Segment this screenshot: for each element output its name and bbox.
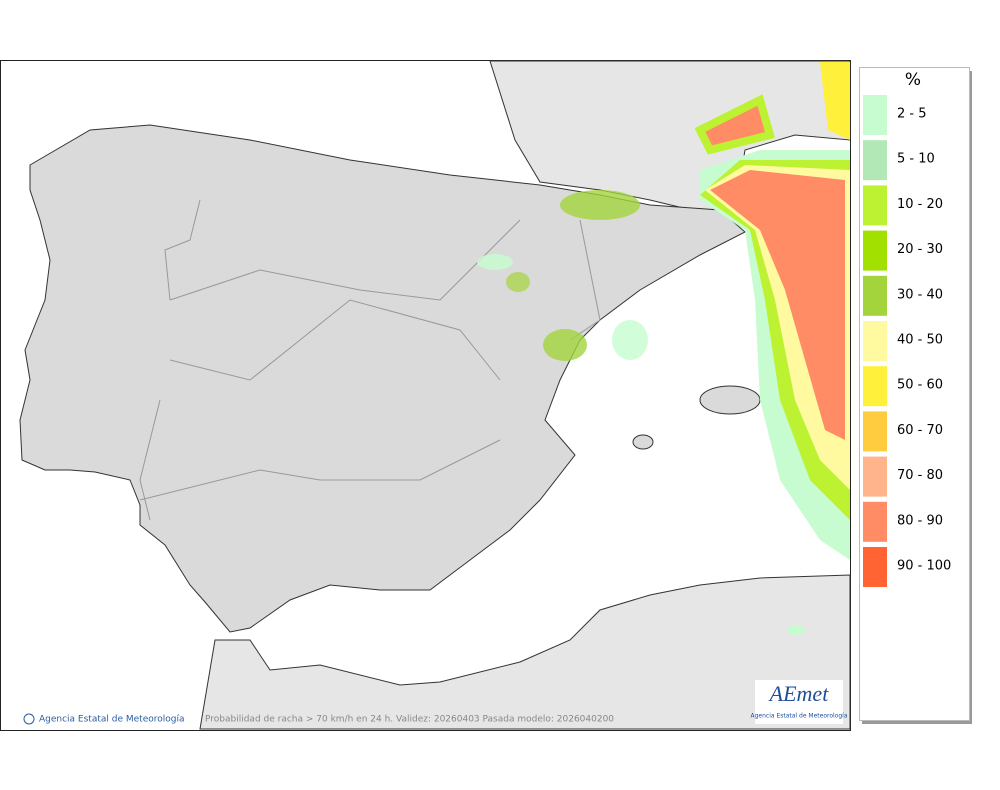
area-iberico-low — [477, 254, 513, 270]
credit: Agencia Estatal de Meteorología — [39, 715, 185, 725]
legend-label: 40 - 50 — [897, 333, 943, 348]
border — [139, 439, 501, 501]
legend-label: 20 - 30 — [897, 242, 943, 257]
border — [139, 399, 161, 521]
legend-swatch — [863, 501, 887, 542]
area-iberico — [506, 272, 530, 292]
probability-overlay — [477, 62, 850, 635]
mallorca — [699, 385, 761, 415]
region-borders — [139, 199, 601, 521]
border — [164, 199, 201, 301]
legend-title: % — [905, 70, 921, 90]
area-80-90 — [710, 170, 845, 440]
legend-swatch — [863, 95, 887, 135]
legend-swatch — [863, 275, 887, 316]
area-northeast — [820, 62, 850, 140]
legend-label: 50 - 60 — [897, 378, 943, 393]
logo: AEmet Agencia Estatal de Meteorología — [751, 680, 848, 724]
legend-swatch — [863, 547, 887, 587]
legend-swatch — [863, 140, 887, 181]
caption: Probabilidad de racha > 70 km/h en 24 h.… — [205, 715, 614, 725]
legend-label: 90 - 100 — [897, 559, 951, 574]
legend-label: 30 - 40 — [897, 287, 943, 302]
logo-name: AEmet — [768, 681, 830, 706]
logo-box — [755, 680, 843, 724]
legend-swatch — [863, 185, 887, 226]
legend-label: 2 - 5 — [897, 107, 927, 122]
legend-swatch — [863, 230, 887, 271]
area-castellon — [543, 329, 587, 361]
legend-swatch — [863, 321, 887, 361]
area-sea-low — [612, 320, 648, 360]
area-north — [694, 94, 775, 155]
area-south — [787, 625, 805, 635]
border — [169, 299, 501, 381]
legend-label: 60 - 70 — [897, 423, 943, 438]
border — [169, 219, 521, 301]
legend-label: 5 - 10 — [897, 152, 935, 167]
africa — [199, 574, 851, 730]
legend-swatch — [863, 456, 887, 497]
area-pyrenees — [560, 190, 640, 220]
legend-swatch — [863, 411, 887, 452]
copyright-icon — [23, 713, 35, 725]
logo-subtitle: Agencia Estatal de Meteorología — [751, 713, 848, 720]
ibiza — [632, 434, 654, 450]
legend-label: 80 - 90 — [897, 513, 943, 528]
legend-swatch — [863, 366, 887, 407]
legend-label: 70 - 80 — [897, 468, 943, 483]
legend-items: 2 - 5 5 - 10 10 - 20 20 - 30 30 - 40 40 - 50 5… — [863, 95, 951, 587]
legend-label: 10 - 20 — [897, 197, 943, 212]
